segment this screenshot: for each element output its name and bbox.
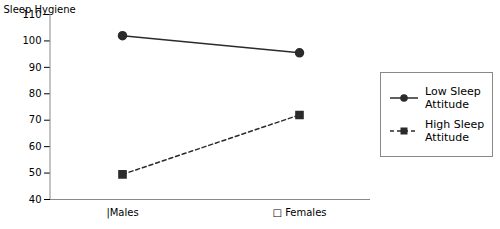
svg-text:90: 90 (29, 62, 42, 73)
svg-text:100: 100 (22, 35, 41, 46)
svg-text:60: 60 (29, 141, 42, 152)
svg-text:|Males: |Males (106, 207, 138, 219)
svg-text:Sleep Hygiene: Sleep Hygiene (4, 4, 76, 15)
svg-text:70: 70 (29, 114, 42, 125)
html-text:Low Sleep Attitude: Low Sleep Attitude (425, 85, 481, 112)
svg-text:□ Females: □ Females (273, 207, 327, 218)
svg-text:40: 40 (29, 194, 42, 205)
html-text:High Sleep Attitude: High Sleep Attitude (425, 117, 485, 144)
svg-text:50: 50 (29, 167, 42, 178)
svg-text:80: 80 (29, 88, 42, 99)
